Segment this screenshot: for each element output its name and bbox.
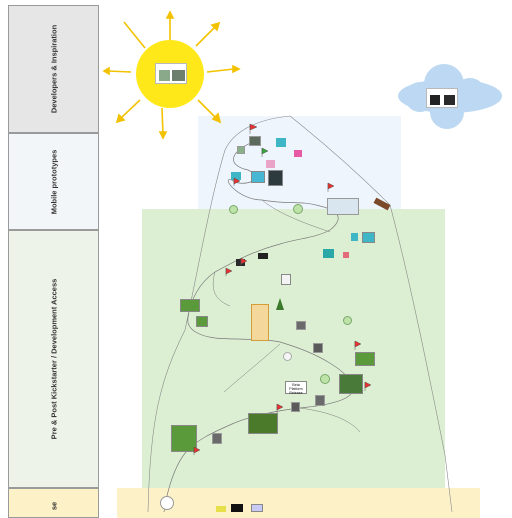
- prototype-thumbnail[interactable]: [237, 146, 245, 154]
- prototype-screen-card[interactable]: [171, 425, 197, 452]
- winding-path-branch: [212, 199, 361, 433]
- prototype-screen-card[interactable]: [248, 413, 278, 434]
- sun-card[interactable]: [155, 63, 187, 84]
- winding-path: [163, 139, 353, 512]
- lane-pre-post-kickstarter: Pre & Post Kickstarter / Development Acc…: [8, 230, 99, 488]
- milestone-dot[interactable]: [283, 352, 292, 361]
- flag-icon: [193, 123, 372, 455]
- milestone-dot[interactable]: [293, 204, 303, 214]
- tree-icon: [276, 298, 284, 310]
- prototype-thumbnail[interactable]: [251, 171, 265, 183]
- card-thumbnail: [430, 95, 440, 105]
- prototype-thumbnail[interactable]: [323, 249, 334, 258]
- prototype-thumbnail[interactable]: [355, 352, 375, 366]
- prototype-thumbnail[interactable]: [212, 433, 222, 444]
- card-thumbnail: [159, 70, 170, 81]
- milestone-dot[interactable]: [160, 496, 174, 510]
- prototype-screen-card[interactable]: [251, 304, 269, 341]
- prototype-thumbnail[interactable]: [196, 316, 208, 327]
- card-thumbnail: [444, 95, 455, 105]
- prototype-thumbnail[interactable]: [266, 160, 275, 168]
- prototype-thumbnail[interactable]: [296, 321, 306, 330]
- prototype-thumbnail[interactable]: [281, 274, 291, 285]
- card-thumbnail: [172, 70, 185, 81]
- prototype-screen-card[interactable]: [327, 198, 359, 215]
- prototype-thumbnail[interactable]: [294, 150, 302, 157]
- prototype-thumbnail[interactable]: [315, 395, 325, 406]
- milestone-dot[interactable]: [320, 374, 330, 384]
- mobile-region: [198, 116, 401, 210]
- prototype-thumbnail[interactable]: [362, 232, 375, 243]
- prototype-thumbnail[interactable]: [343, 252, 349, 258]
- prototype-thumbnail[interactable]: [268, 170, 283, 186]
- cloud-card[interactable]: [426, 88, 458, 108]
- milestone-dot[interactable]: [343, 316, 352, 325]
- note-text: Beta Platform Release: [289, 383, 303, 396]
- prototype-thumbnail[interactable]: [313, 343, 323, 353]
- prototype-thumbnail[interactable]: [276, 138, 286, 147]
- prototype-thumbnail[interactable]: [216, 506, 226, 512]
- prototype-thumbnail[interactable]: [231, 172, 241, 180]
- prototype-thumbnail[interactable]: [236, 259, 245, 266]
- sun-rays: [102, 10, 241, 140]
- popup-note[interactable]: Beta Platform Release: [285, 381, 307, 396]
- prototype-thumbnail[interactable]: [180, 299, 200, 312]
- lane-mobile-prototypes: Mobile prototypes: [8, 133, 99, 230]
- prototype-thumbnail[interactable]: [231, 504, 243, 512]
- prototype-thumbnail[interactable]: [351, 233, 358, 241]
- lane-developers-inspiration: Developers & Inspiration: [8, 5, 99, 133]
- prototype-thumbnail[interactable]: [291, 402, 300, 412]
- milestone-dot[interactable]: [229, 205, 238, 214]
- prototype-screen-card[interactable]: [339, 374, 363, 394]
- prototype-thumbnail[interactable]: [249, 136, 261, 146]
- prototype-thumbnail[interactable]: [258, 253, 268, 259]
